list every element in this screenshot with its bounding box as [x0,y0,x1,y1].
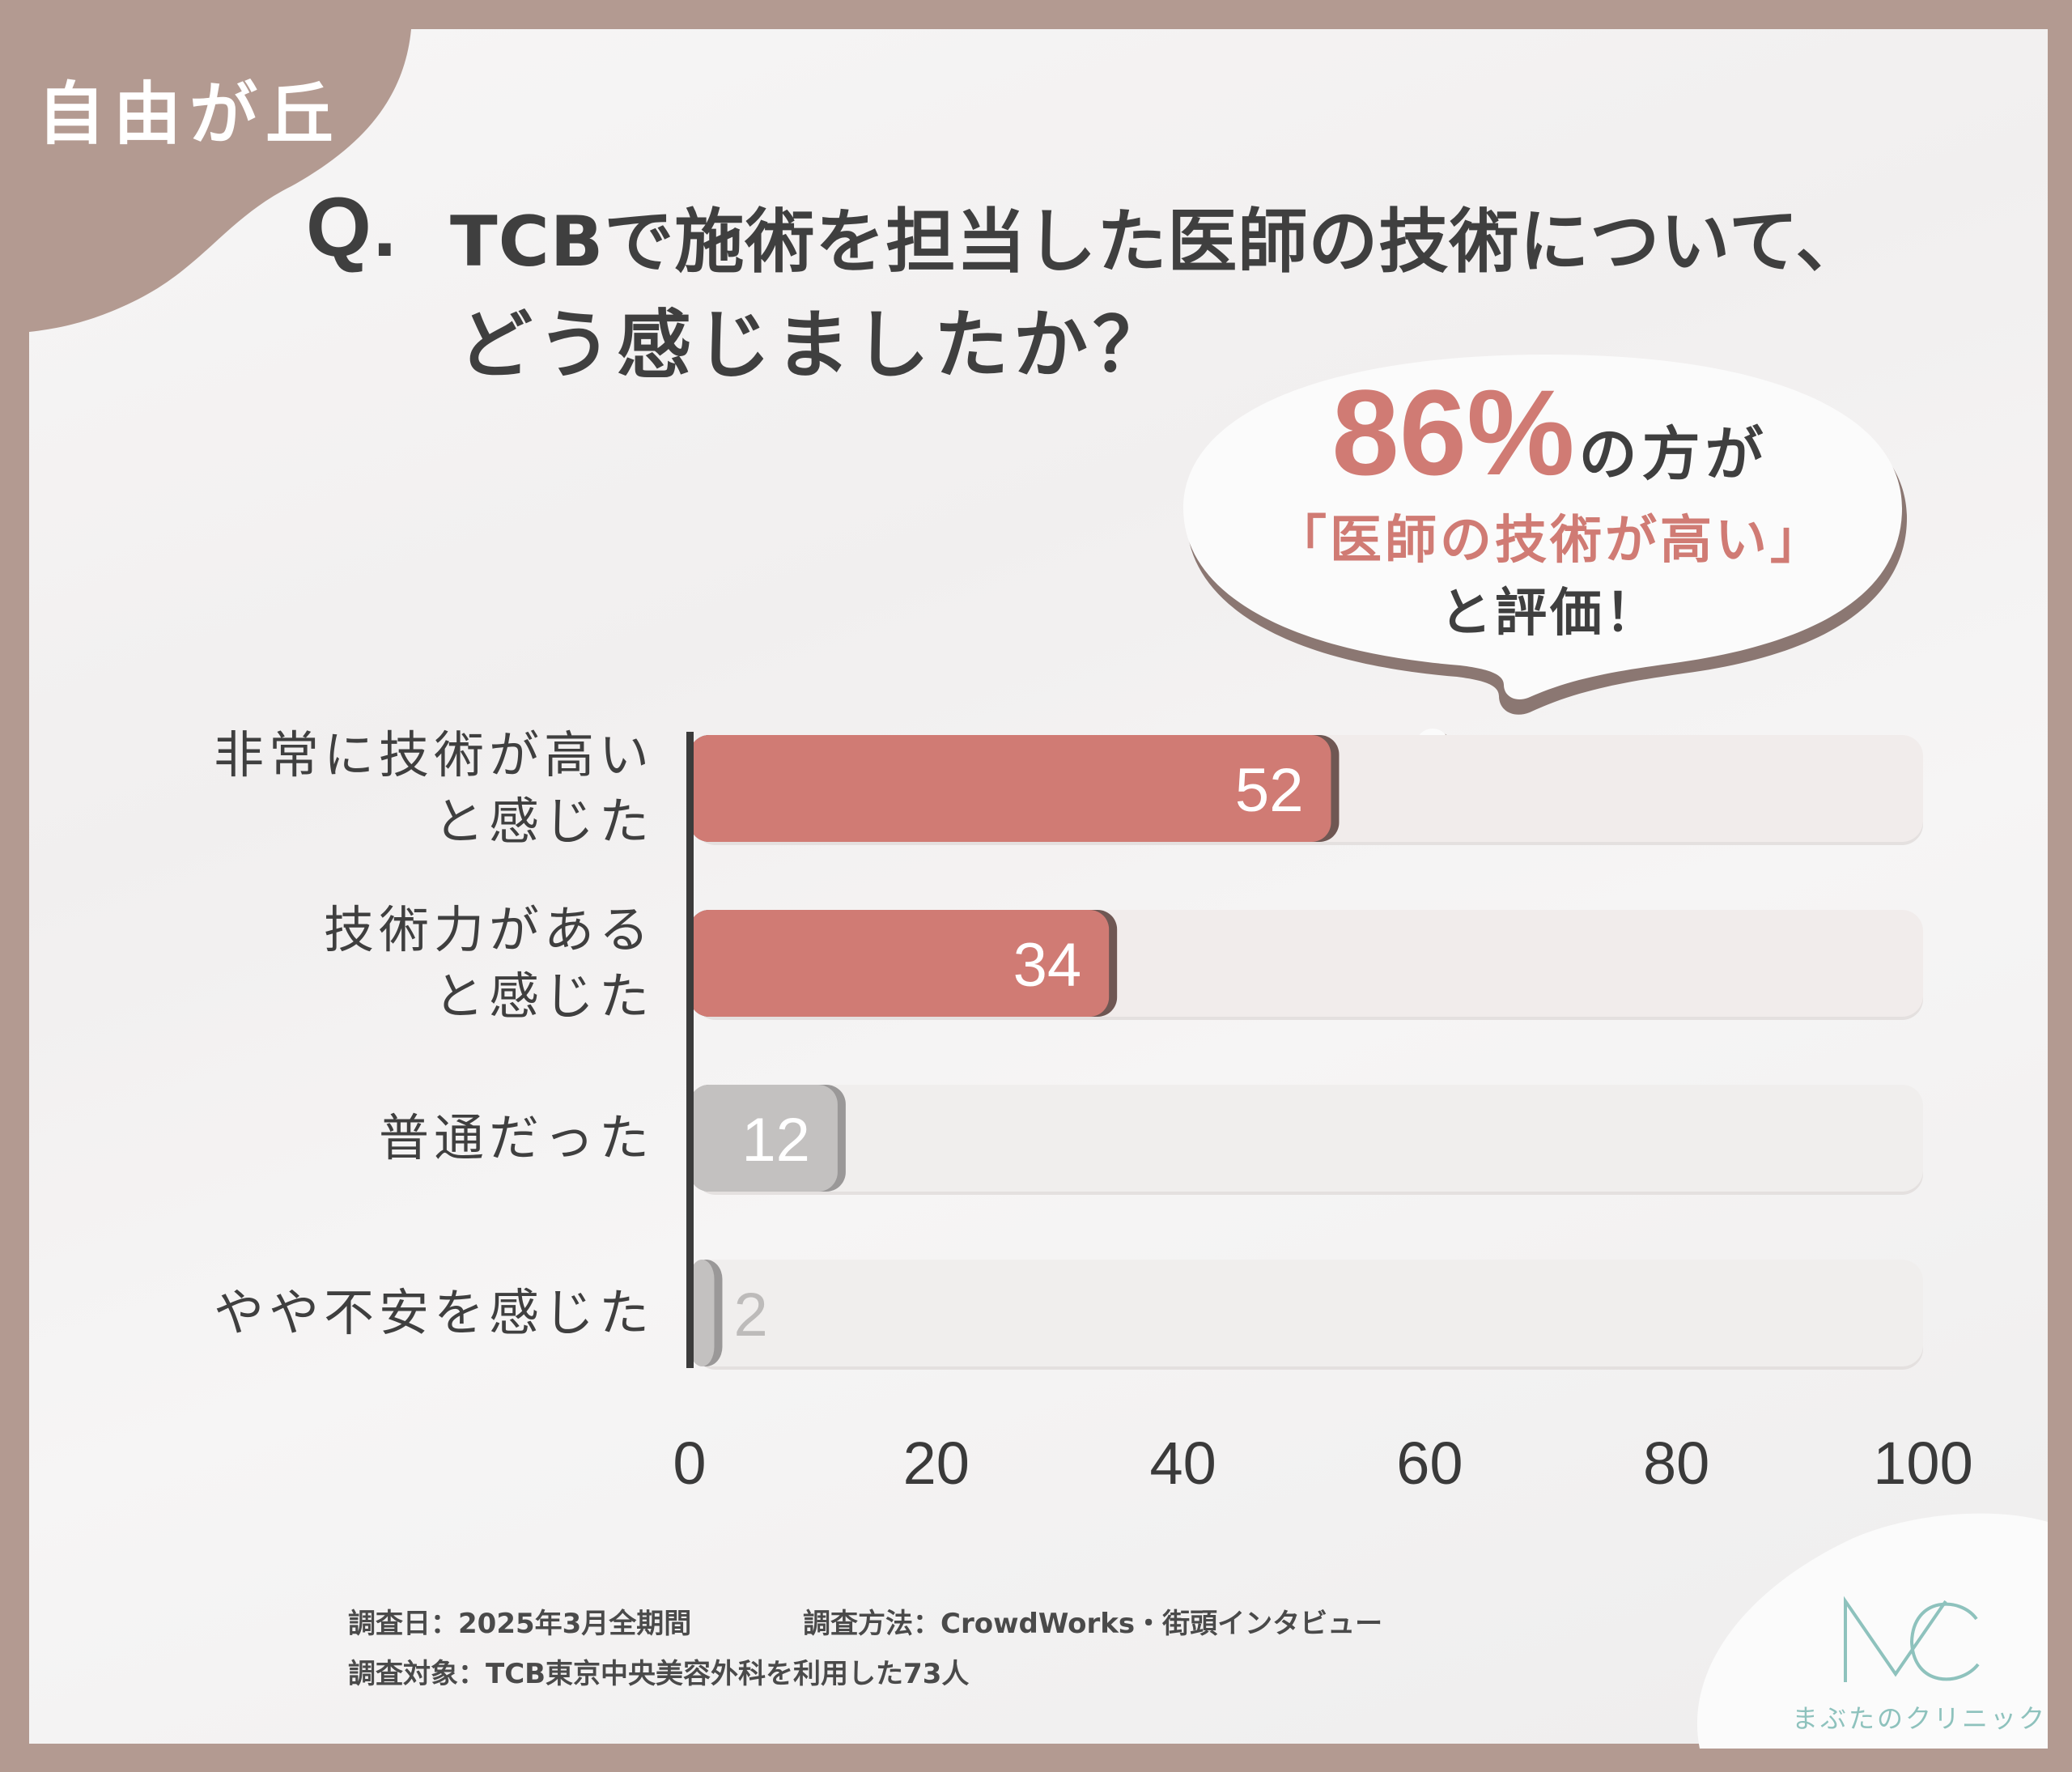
x-tick-label: 40 [1149,1430,1216,1497]
bar-track [690,1260,1923,1366]
category-label-line: と感じた [433,792,654,851]
title-line-1: TCBで施術を担当した医師の技術について、 [450,202,1866,283]
bar [690,735,1331,842]
bar-track [690,1085,1923,1192]
clinic-logo-name: まぶたのクリニック [1792,1703,2048,1734]
category-label: やや不安を感じた [214,1280,654,1346]
area-label: 自由が丘 [37,74,342,154]
bubble-body [1183,355,1902,700]
bar-value-label: 52 [1235,756,1304,825]
category-label: 普通だった [379,1105,654,1171]
bar [690,1260,715,1366]
bar [690,1085,838,1192]
bar-value-label: 34 [1013,931,1082,1000]
category-label: 非常に技術が高いと感じた [214,722,654,855]
x-tick-label: 100 [1873,1430,1973,1497]
bar-value-label: 2 [733,1281,767,1349]
corner-blob [29,29,411,332]
category-label-line: 普通だった [378,1108,654,1167]
category-label-line: やや不安を感じた [213,1283,654,1342]
callout-line-3: と評価！ [1440,584,1660,644]
callout-percent: 86% [1331,364,1575,500]
clinic-logo-icon [1844,1596,1980,1682]
category-label-line: 非常に技術が高い [213,725,654,784]
category-label-line: と感じた [433,967,654,1026]
survey-method: 調査方法：CrowdWorks・街頭インタビュー [803,1608,1383,1640]
bar [690,910,1110,1017]
survey-target: 調査対象：TCB東京中央美容外科を利用した73人 [348,1658,970,1690]
survey-date: 調査日：2025年3月全期間 [348,1608,692,1640]
category-label: 技術力があると感じた [324,897,654,1030]
title-line-2: どう感じましたか？ [458,302,1173,389]
y-axis-line [686,732,694,1368]
x-tick-label: 20 [902,1430,970,1497]
question-prefix: Q. [306,181,398,274]
category-label-line: 技術力がある [323,900,654,959]
x-tick-label: 80 [1643,1430,1710,1497]
x-tick-label: 0 [673,1430,707,1497]
bar-value-label: 12 [741,1106,810,1175]
logo-corner [1696,1513,2048,1749]
callout-line-1: 86% の方が [1174,363,1926,503]
x-tick-label: 60 [1396,1430,1463,1497]
callout-line-2: 「医師の技術が高い」 [1275,511,1825,571]
card [29,29,2048,1744]
callout-line-1-rest: の方が [1578,420,1768,488]
